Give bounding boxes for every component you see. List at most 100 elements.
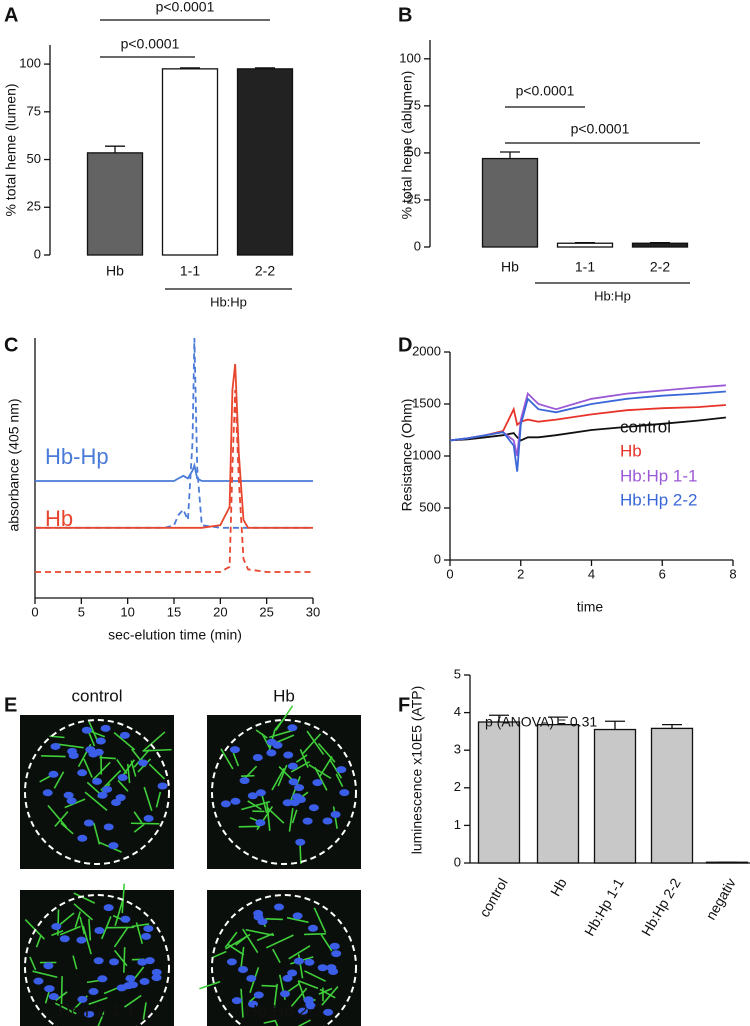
image-label: Hb:Hp 2-2 (245, 1001, 322, 1020)
nucleus (253, 909, 264, 917)
cell-edge (290, 987, 308, 1007)
micrograph (207, 890, 361, 1026)
nucleus (77, 769, 88, 777)
nucleus (308, 804, 319, 812)
y-axis-label: luminescence x10E5 (ATP) (409, 686, 425, 855)
nucleus (220, 800, 231, 808)
x-tick-label: Hb:Hp 1-1 (581, 875, 627, 938)
nucleus (93, 957, 104, 965)
cell-edge (335, 773, 344, 787)
cell-edge (289, 776, 301, 804)
series-line (35, 338, 313, 529)
y-axis-label: % total heme (ablumen) (399, 71, 415, 220)
nucleus (77, 834, 88, 842)
nucleus (302, 817, 313, 825)
nucleus (109, 958, 120, 966)
cell-edge (304, 933, 326, 936)
cell-edge (148, 763, 166, 780)
x-tick-label: 2 (517, 566, 524, 581)
cell-edge (242, 928, 259, 954)
cell-edge (302, 733, 322, 754)
y-axis-label: Resistance (Ohm) (399, 399, 415, 512)
cell-edge (317, 742, 336, 763)
bar (481, 157, 539, 248)
nucleus (330, 810, 341, 818)
nucleus (266, 738, 277, 746)
nucleus (85, 746, 96, 754)
well-outline (211, 894, 357, 1026)
nucleus (317, 964, 328, 972)
y-tick-label: 0 (434, 551, 441, 566)
nucleus (125, 974, 136, 982)
cell-edge (288, 945, 311, 960)
cell-edge (321, 986, 339, 1006)
nucleus (293, 957, 304, 965)
bar (650, 727, 694, 864)
cell-edge (35, 935, 42, 948)
cell-edge (93, 822, 101, 845)
cell-edge (142, 1002, 147, 1020)
cell-edge (271, 767, 285, 791)
cell-edge (220, 748, 234, 770)
nucleus (103, 823, 114, 831)
cell-edge (130, 822, 160, 825)
series-label: Hb-Hp (45, 444, 109, 469)
series-line (450, 390, 726, 472)
annotation: p<0.0001 (121, 36, 180, 52)
nucleus (226, 958, 237, 966)
series-line (35, 389, 313, 573)
bar (536, 723, 580, 864)
panel-letter: C (4, 334, 18, 356)
cell-edge (133, 811, 143, 824)
well-outline (24, 894, 170, 1026)
cell-edge (29, 956, 37, 971)
y-tick-label: 2 (454, 779, 461, 794)
y-axis-label: % total heme (lumen) (3, 83, 19, 216)
y-tick-label: 4 (454, 704, 461, 719)
nucleus (68, 752, 79, 760)
nucleus (292, 912, 303, 920)
nucleus (307, 924, 318, 932)
cell-edge (84, 791, 108, 811)
nucleus (102, 785, 113, 793)
cell-edge (73, 903, 93, 921)
y-tick-label: 50 (407, 144, 421, 159)
nucleus (239, 777, 250, 785)
cell-edge (60, 976, 63, 1005)
nucleus (255, 819, 266, 827)
y-tick-label: 5 (454, 666, 461, 681)
nucleus (48, 993, 59, 1001)
nucleus (51, 923, 62, 931)
cell-edge (225, 933, 251, 950)
cell-edge (319, 988, 336, 999)
x-axis-label: time (577, 599, 604, 615)
cell-edge (59, 925, 81, 936)
cell-edge (277, 764, 288, 787)
x-tick-label: 25 (259, 604, 273, 619)
cell-edge (314, 766, 328, 791)
cell-edge (51, 930, 64, 937)
x-tick-label: 8 (729, 566, 736, 581)
nucleus (151, 974, 162, 982)
cell-edge (100, 916, 112, 940)
nucleus (339, 789, 350, 797)
nucleus (77, 995, 88, 1003)
nucleus (111, 798, 122, 806)
nucleus (247, 792, 258, 800)
nucleus (117, 774, 128, 782)
y-axis-label: absorbance (405 nm) (6, 398, 22, 531)
series-label: Hb:Hp 2-2 (620, 490, 697, 509)
cell-edge (79, 916, 86, 935)
x-tick-label: Hb (106, 263, 124, 279)
annotation: p (ANOVA) = 0.31 (485, 714, 597, 730)
x-tick-label: Hb:Hp 2-2 (638, 875, 684, 938)
cell-edge (224, 931, 238, 949)
x-tick-label: 2-2 (650, 259, 670, 275)
annotation: p<0.0001 (516, 83, 575, 99)
x-tick-label: 6 (659, 566, 666, 581)
cell-edge (308, 764, 332, 780)
nucleus (252, 753, 263, 761)
nucleus (137, 759, 148, 767)
nucleus (295, 838, 306, 846)
